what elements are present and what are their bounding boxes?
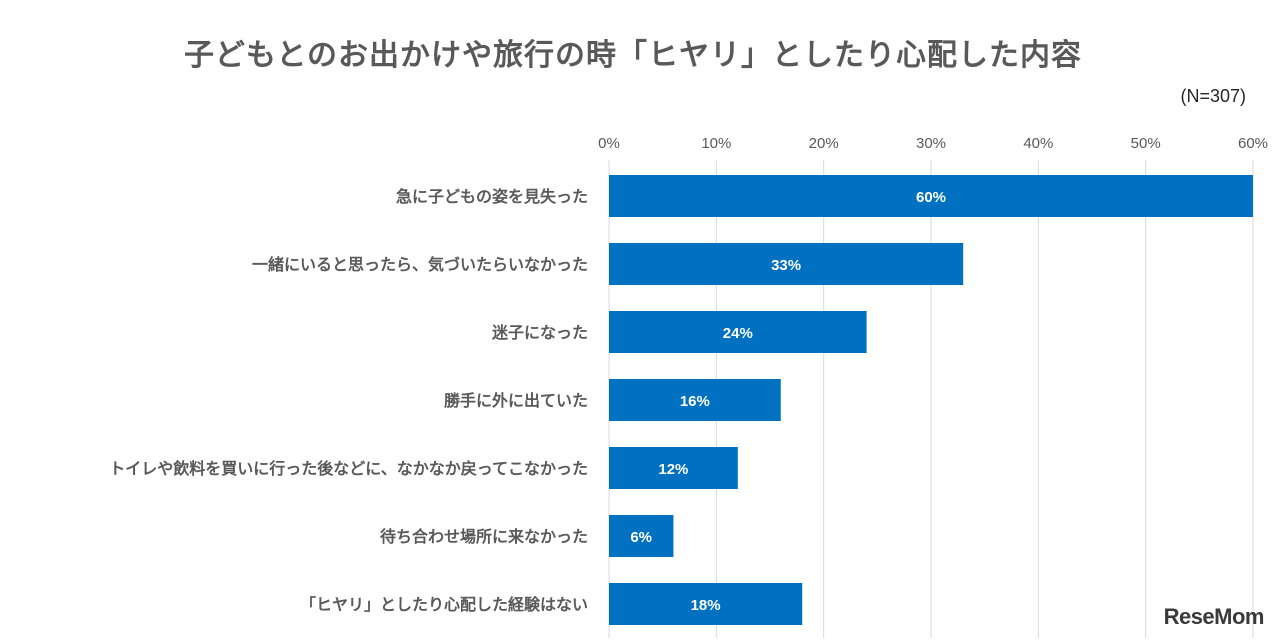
data-label: 24% [723, 325, 753, 342]
bar [609, 243, 964, 285]
data-label: 60% [916, 189, 946, 206]
category-label: トイレや飲料を買いに行った後などに、なかなか戻ってこなかった [109, 459, 588, 478]
x-tick-label: 20% [809, 135, 839, 152]
data-label: 6% [630, 529, 652, 546]
data-label: 16% [680, 393, 710, 410]
category-label: 迷子になった [491, 323, 588, 342]
bar [609, 447, 738, 489]
bar [609, 515, 674, 557]
category-label: 「ヒヤリ」としたり心配した経験はない [300, 595, 588, 614]
category-label: 待ち合わせ場所に来なかった [380, 527, 588, 546]
sample-size-note: (N=307) [1180, 86, 1246, 106]
bar [609, 583, 803, 625]
category-label: 勝手に外に出ていた [444, 391, 588, 410]
bar [609, 311, 867, 353]
bar [609, 379, 781, 421]
category-label: 急に子どもの姿を見失った [396, 187, 588, 206]
x-tick-label: 10% [701, 135, 731, 152]
x-tick-label: 30% [916, 135, 946, 152]
x-tick-label: 50% [1131, 135, 1161, 152]
x-tick-label: 60% [1238, 135, 1268, 152]
data-label: 12% [658, 461, 688, 478]
data-label: 18% [691, 597, 721, 614]
data-label: 33% [771, 257, 801, 274]
chart-title: 子どもとのお出かけや旅行の時「ヒヤリ」としたり心配した内容 [183, 38, 1083, 73]
category-label: 一緒にいると思ったら、気づいたらいなかった [252, 255, 588, 274]
x-tick-label: 0% [598, 135, 620, 152]
bar [609, 175, 1253, 217]
resemom-logo: ReseMom [1163, 604, 1265, 629]
x-tick-label: 40% [1023, 135, 1053, 152]
